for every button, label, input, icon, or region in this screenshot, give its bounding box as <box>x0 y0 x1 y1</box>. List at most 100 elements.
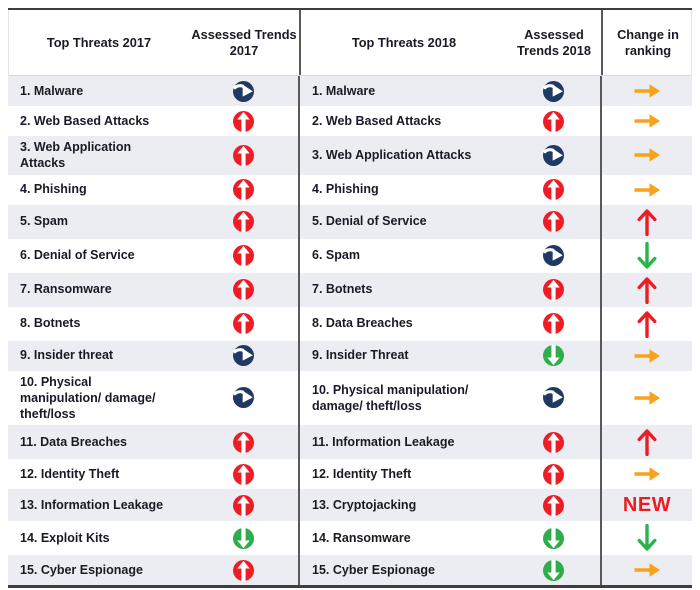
change-up-arrow-icon <box>637 310 657 338</box>
threat-2018-name: 9. Insider Threat <box>312 348 409 363</box>
change-in-ranking-cell <box>602 106 692 136</box>
threat-2018-name: 5. Denial of Service <box>312 214 427 229</box>
header-change-in-ranking: Change in ranking <box>617 26 679 58</box>
trend-decreasing-icon <box>542 527 564 549</box>
trend-2017-cell <box>188 425 300 460</box>
threat-2018-name: 12. Identity Theft <box>312 467 412 482</box>
change-in-ranking-cell <box>602 76 692 106</box>
table-row: 7. Ransomware 7. Botnets <box>8 272 692 307</box>
trend-2017-cell <box>188 204 300 239</box>
trend-stable-icon <box>542 144 564 166</box>
table-row: 3. Web Application Attacks 3. Web Applic… <box>8 136 692 175</box>
trend-2018-cell <box>506 238 602 273</box>
trend-stable-icon <box>232 80 254 102</box>
trend-2018-cell <box>506 521 602 556</box>
threat-2018-name: 4. Phishing <box>312 182 379 197</box>
trend-2018-cell <box>506 555 602 586</box>
threat-2017-name: 3. Web Application Attacks <box>20 140 132 171</box>
change-in-ranking-cell <box>602 555 692 585</box>
change-same-right-arrow-icon <box>634 467 660 482</box>
threat-2017-name: 15. Cyber Espionage <box>20 563 143 578</box>
threat-2017-name: 2. Web Based Attacks <box>20 113 150 128</box>
change-down-arrow-icon <box>637 524 657 551</box>
table-row: 2. Web Based Attacks 2. Web Based Attack… <box>8 106 692 136</box>
header-assessed-trends-2018: Assessed Trends 2018 <box>507 10 603 75</box>
change-in-ranking-cell <box>602 425 692 459</box>
change-same-right-arrow-icon <box>634 114 660 128</box>
change-in-ranking-cell: NEW <box>602 489 692 521</box>
trend-increasing-icon <box>232 431 254 453</box>
trend-increasing-icon <box>232 211 254 232</box>
trend-increasing-icon <box>232 179 254 200</box>
change-up-arrow-icon <box>637 208 657 236</box>
trend-increasing-icon <box>232 559 254 581</box>
change-in-ranking-cell <box>602 371 692 426</box>
trend-decreasing-icon <box>232 527 254 549</box>
threat-2017-name: 10. Physical manipulation/ damage/ theft… <box>20 374 156 422</box>
change-same-right-arrow-icon <box>634 391 660 405</box>
threat-comparison-table: Top Threats 2017 Assessed Trends 2017 To… <box>8 8 692 589</box>
threat-2017-name: 12. Identity Theft <box>20 467 120 482</box>
trend-increasing-icon <box>232 463 254 485</box>
table-row: 1. Malware 1. Malware <box>8 76 692 106</box>
change-in-ranking-cell <box>602 521 692 555</box>
threat-2017-name: 4. Phishing <box>20 182 87 197</box>
change-same-right-arrow-icon <box>634 182 660 197</box>
table-row: 13. Information Leakage 13. Cryptojackin… <box>8 489 692 522</box>
trend-2017-cell <box>188 136 300 175</box>
threat-2017-name: 14. Exploit Kits <box>20 531 110 546</box>
trend-2018-cell <box>506 106 602 136</box>
threat-2018-name: 2. Web Based Attacks <box>312 113 442 128</box>
trend-increasing-icon <box>232 144 254 166</box>
threat-2017-name: 1. Malware <box>20 83 84 98</box>
threat-2017-name: 6. Denial of Service <box>20 248 135 263</box>
trend-increasing-icon <box>232 245 254 266</box>
trend-2018-cell <box>506 174 602 205</box>
trend-2017-cell <box>188 106 300 136</box>
trend-stable-icon <box>542 387 564 409</box>
change-down-arrow-icon <box>637 241 657 269</box>
trend-stable-icon <box>542 245 564 266</box>
trend-2018-cell <box>506 204 602 239</box>
table-row: 4. Phishing 4. Phishing <box>8 174 692 205</box>
trend-increasing-icon <box>542 179 564 200</box>
trend-increasing-icon <box>232 279 254 300</box>
threat-2017-name: 13. Information Leakage <box>20 498 164 513</box>
change-in-ranking-cell <box>602 273 692 307</box>
trend-increasing-icon <box>232 494 254 516</box>
change-in-ranking-cell <box>602 205 692 239</box>
change-new-label: NEW <box>622 494 672 517</box>
trend-increasing-icon <box>542 431 564 453</box>
threat-2017-name: 5. Spam <box>20 214 68 229</box>
trend-2017-cell <box>188 340 300 371</box>
threat-2018-name: 10. Physical manipulation/ damage/ theft… <box>312 382 469 413</box>
table-row: 5. Spam 5. Denial of Service <box>8 204 692 239</box>
trend-stable-icon <box>542 80 564 102</box>
change-same-right-arrow-icon <box>634 348 660 363</box>
trend-decreasing-icon <box>542 345 564 366</box>
change-in-ranking-cell <box>602 175 692 205</box>
change-in-ranking-cell <box>602 459 692 489</box>
header-top-threats-2017: Top Threats 2017 <box>46 34 152 50</box>
threat-2018-name: 11. Information Leakage <box>312 435 455 450</box>
change-same-right-arrow-icon <box>634 84 660 98</box>
table-row: 6. Denial of Service 6. Spam <box>8 238 692 273</box>
trend-2018-cell <box>506 76 602 106</box>
table-body: 1. Malware 1. Malware 2. Web Based Attac… <box>8 76 692 586</box>
trend-stable-icon <box>232 387 254 409</box>
threat-2017-name: 11. Data Breaches <box>20 435 128 450</box>
trend-2018-cell <box>506 425 602 460</box>
trend-2017-cell <box>188 555 300 586</box>
threat-2017-name: 8. Botnets <box>20 316 81 331</box>
threat-2018-name: 8. Data Breaches <box>312 316 413 331</box>
trend-2017-cell <box>188 521 300 556</box>
table-row: 10. Physical manipulation/ damage/ theft… <box>8 370 692 426</box>
change-in-ranking-cell <box>602 307 692 341</box>
trend-2018-cell <box>506 489 602 522</box>
trend-increasing-icon <box>542 211 564 232</box>
change-in-ranking-cell <box>602 136 692 175</box>
threat-2018-name: 14. Ransomware <box>312 531 411 546</box>
threat-2018-name: 15. Cyber Espionage <box>312 563 435 578</box>
trend-increasing-icon <box>542 110 564 132</box>
trend-2017-cell <box>188 238 300 273</box>
